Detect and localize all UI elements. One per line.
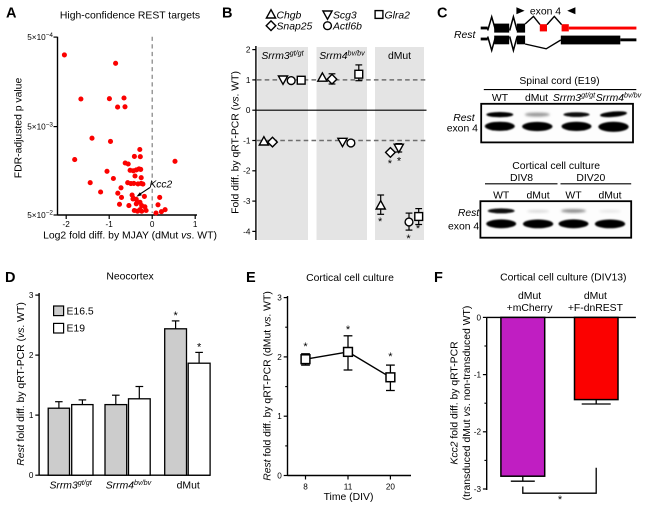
- svg-text:*: *: [388, 158, 393, 170]
- svg-text:+F-dnREST: +F-dnREST: [568, 303, 624, 314]
- svg-text:(transduced dMut vs. non-trans: (transduced dMut vs. non-transduced WT): [462, 306, 473, 501]
- svg-text:*: *: [197, 342, 202, 354]
- svg-text:dMut: dMut: [527, 191, 550, 202]
- svg-text:WT: WT: [493, 191, 510, 202]
- svg-text:0: 0: [476, 313, 481, 322]
- svg-text:Chgb: Chgb: [277, 10, 302, 21]
- svg-text:2: 2: [29, 351, 34, 360]
- svg-text:WT: WT: [492, 93, 509, 104]
- svg-text:E16.5: E16.5: [67, 306, 94, 317]
- svg-text:Glra2: Glra2: [385, 10, 411, 21]
- svg-text:E19: E19: [67, 324, 86, 335]
- svg-text:Scg3: Scg3: [333, 10, 357, 21]
- svg-text:DIV8: DIV8: [510, 173, 533, 184]
- svg-text:D: D: [5, 270, 15, 286]
- svg-text:Rest fold diff. by qRT-PCR (dM: Rest fold diff. by qRT-PCR (dMut vs. WT): [263, 291, 274, 481]
- svg-text:8: 8: [303, 482, 308, 491]
- svg-text:*: *: [406, 233, 411, 245]
- svg-text:A: A: [6, 6, 17, 22]
- svg-text:Cortical cell culture: Cortical cell culture: [512, 161, 600, 172]
- svg-text:WT: WT: [565, 191, 582, 202]
- svg-text:exon 4: exon 4: [448, 222, 479, 233]
- svg-text:Time (DIV): Time (DIV): [324, 492, 374, 503]
- svg-text:*: *: [378, 216, 383, 228]
- svg-text:*: *: [173, 310, 178, 322]
- svg-text:2: 2: [246, 46, 251, 55]
- svg-text:-1: -1: [243, 136, 251, 145]
- svg-text:3: 3: [277, 294, 282, 303]
- svg-text:dMut: dMut: [177, 481, 200, 492]
- svg-text:20: 20: [386, 482, 396, 491]
- svg-text:exon 4: exon 4: [447, 124, 478, 135]
- svg-text:2: 2: [277, 353, 282, 362]
- svg-text:1: 1: [193, 220, 198, 229]
- svg-text:0: 0: [29, 471, 34, 480]
- svg-text:Actl6b: Actl6b: [332, 22, 362, 33]
- svg-text:E: E: [246, 270, 256, 286]
- svg-text:1: 1: [29, 411, 34, 420]
- svg-text:1: 1: [277, 412, 282, 421]
- svg-text:Rest: Rest: [454, 30, 476, 41]
- svg-text:Cortical cell culture: Cortical cell culture: [306, 273, 394, 284]
- svg-text:0: 0: [277, 471, 282, 480]
- svg-text:*: *: [416, 223, 421, 235]
- svg-text:-2: -2: [63, 220, 71, 229]
- svg-text:0: 0: [246, 106, 251, 115]
- svg-text:-2: -2: [474, 428, 482, 437]
- svg-text:dMut: dMut: [518, 291, 541, 302]
- svg-text:*: *: [558, 494, 563, 506]
- svg-text:*: *: [346, 324, 351, 336]
- svg-text:1: 1: [246, 76, 251, 85]
- svg-text:High-confidence REST targets: High-confidence REST targets: [60, 11, 200, 22]
- svg-text:C: C: [437, 6, 448, 22]
- svg-text:5×10−3: 5×10−3: [27, 121, 53, 131]
- svg-text:B: B: [222, 6, 232, 22]
- svg-text:*: *: [388, 351, 393, 363]
- svg-text:11: 11: [344, 482, 353, 491]
- svg-text:dMut: dMut: [584, 291, 607, 302]
- svg-text:F: F: [434, 270, 443, 286]
- svg-text:-1: -1: [474, 371, 482, 380]
- svg-text:FDR-adjusted p value: FDR-adjusted p value: [14, 78, 25, 179]
- svg-text:exon 4: exon 4: [530, 6, 561, 17]
- svg-text:Cortical cell culture (DIV13): Cortical cell culture (DIV13): [500, 273, 626, 284]
- svg-text:dMut: dMut: [598, 191, 621, 202]
- svg-text:*: *: [397, 155, 402, 167]
- svg-text:0: 0: [150, 220, 155, 229]
- svg-text:Fold diff. by qRT-PCR (vs. WT): Fold diff. by qRT-PCR (vs. WT): [231, 71, 242, 214]
- svg-text:Rest: Rest: [458, 208, 480, 219]
- svg-text:-1: -1: [106, 220, 114, 229]
- svg-text:-3: -3: [243, 197, 251, 206]
- svg-text:Kcc2: Kcc2: [150, 180, 173, 191]
- svg-text:Rest fold diff. by qRT-PCR (vs: Rest fold diff. by qRT-PCR (vs. WT): [16, 302, 27, 466]
- svg-text:Spinal cord (E19): Spinal cord (E19): [519, 76, 599, 87]
- svg-text:3: 3: [29, 291, 34, 300]
- svg-text:Rest: Rest: [453, 113, 475, 124]
- svg-text:-3: -3: [474, 485, 482, 494]
- svg-text:*: *: [303, 341, 308, 353]
- svg-text:DIV20: DIV20: [576, 173, 605, 184]
- svg-text:Neocortex: Neocortex: [106, 272, 154, 283]
- svg-text:-4: -4: [243, 227, 251, 236]
- svg-text:dMut: dMut: [388, 51, 411, 62]
- svg-text:+mCherry: +mCherry: [507, 303, 554, 314]
- svg-text:Kcc2 fold diff. by qRT-PCR: Kcc2 fold diff. by qRT-PCR: [450, 341, 461, 465]
- svg-text:-2: -2: [243, 167, 251, 176]
- svg-text:Log2 fold diff. by MJAY (dMut: Log2 fold diff. by MJAY (dMut vs. WT): [43, 231, 217, 242]
- svg-text:Snap25: Snap25: [277, 22, 313, 33]
- svg-text:dMut: dMut: [525, 93, 548, 104]
- svg-text:5×10−4: 5×10−4: [27, 32, 53, 42]
- svg-text:5×10−2: 5×10−2: [27, 210, 53, 220]
